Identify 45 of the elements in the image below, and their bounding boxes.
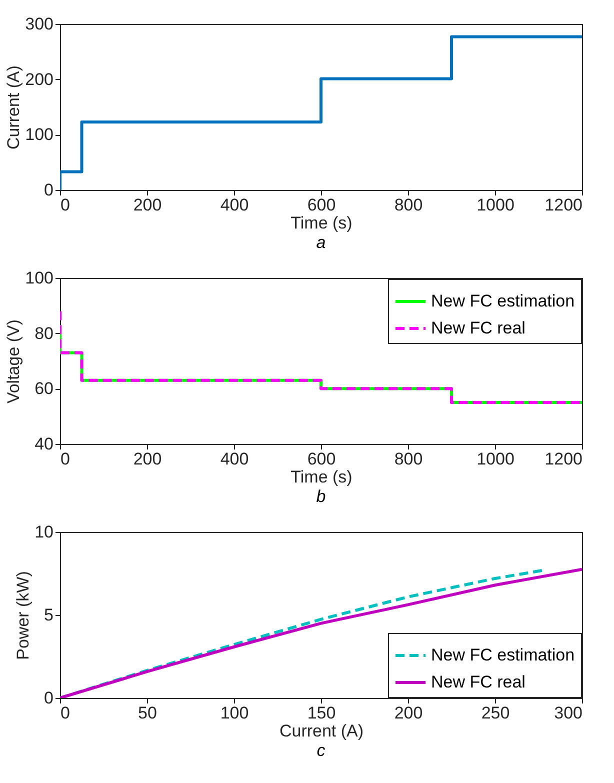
x-tick-label: 400 bbox=[220, 450, 249, 468]
legend-label: New FC real bbox=[431, 672, 526, 692]
legend-label: New FC estimation bbox=[431, 646, 575, 664]
text: c bbox=[316, 741, 326, 760]
y-tick-label: 200 bbox=[25, 70, 54, 89]
x-axis-title: Current (A) bbox=[279, 722, 364, 740]
y-axis-title: Power (kW) bbox=[14, 571, 33, 660]
x-tick-label: 0 bbox=[60, 450, 70, 468]
x-tick-label: 1200 bbox=[544, 196, 582, 214]
x-tick-label: 1200 bbox=[544, 450, 582, 468]
y-tick-label: 300 bbox=[25, 14, 54, 34]
x-tick-label: 200 bbox=[394, 704, 423, 722]
x-tick-label: 400 bbox=[220, 196, 249, 214]
x-tick-label: 200 bbox=[133, 196, 162, 214]
y-tick-label: 40 bbox=[34, 434, 54, 454]
y-tick-label: 5 bbox=[44, 606, 54, 624]
y-tick-label: 100 bbox=[25, 125, 54, 144]
x-axis-title: Time (s) bbox=[290, 214, 352, 232]
text: a bbox=[316, 233, 326, 252]
x-tick-label: 250 bbox=[481, 704, 510, 722]
y-axis-title: Current (A) bbox=[4, 65, 24, 150]
x-tick-label: 1000 bbox=[476, 196, 514, 214]
y-tick-label: 0 bbox=[44, 688, 54, 708]
x-tick-label: 1000 bbox=[476, 450, 514, 468]
y-tick-label: 0 bbox=[44, 180, 54, 200]
x-tick-label: 0 bbox=[60, 196, 70, 214]
y-axis-title: Voltage (V) bbox=[4, 319, 24, 404]
x-tick-label: 800 bbox=[394, 450, 423, 468]
x-tick-label: 200 bbox=[133, 450, 162, 468]
x-tick-label: 600 bbox=[307, 450, 336, 468]
y-tick-label: 80 bbox=[34, 324, 54, 343]
x-tick-label: 800 bbox=[394, 196, 423, 214]
legend-label: New FC real bbox=[431, 318, 526, 338]
x-tick-label: 600 bbox=[307, 196, 336, 214]
x-tick-label: 100 bbox=[220, 704, 249, 722]
text: b bbox=[316, 487, 326, 506]
x-tick-label: 50 bbox=[138, 704, 157, 722]
x-axis-title: Time (s) bbox=[290, 468, 352, 486]
x-tick-label: 150 bbox=[307, 704, 336, 722]
x-tick-label: 0 bbox=[60, 704, 70, 722]
y-tick-label: 60 bbox=[34, 379, 54, 398]
legend-label: New FC estimation bbox=[431, 292, 575, 310]
y-tick-label: 100 bbox=[25, 268, 54, 288]
y-tick-label: 10 bbox=[34, 522, 54, 542]
x-tick-label: 300 bbox=[554, 704, 582, 722]
